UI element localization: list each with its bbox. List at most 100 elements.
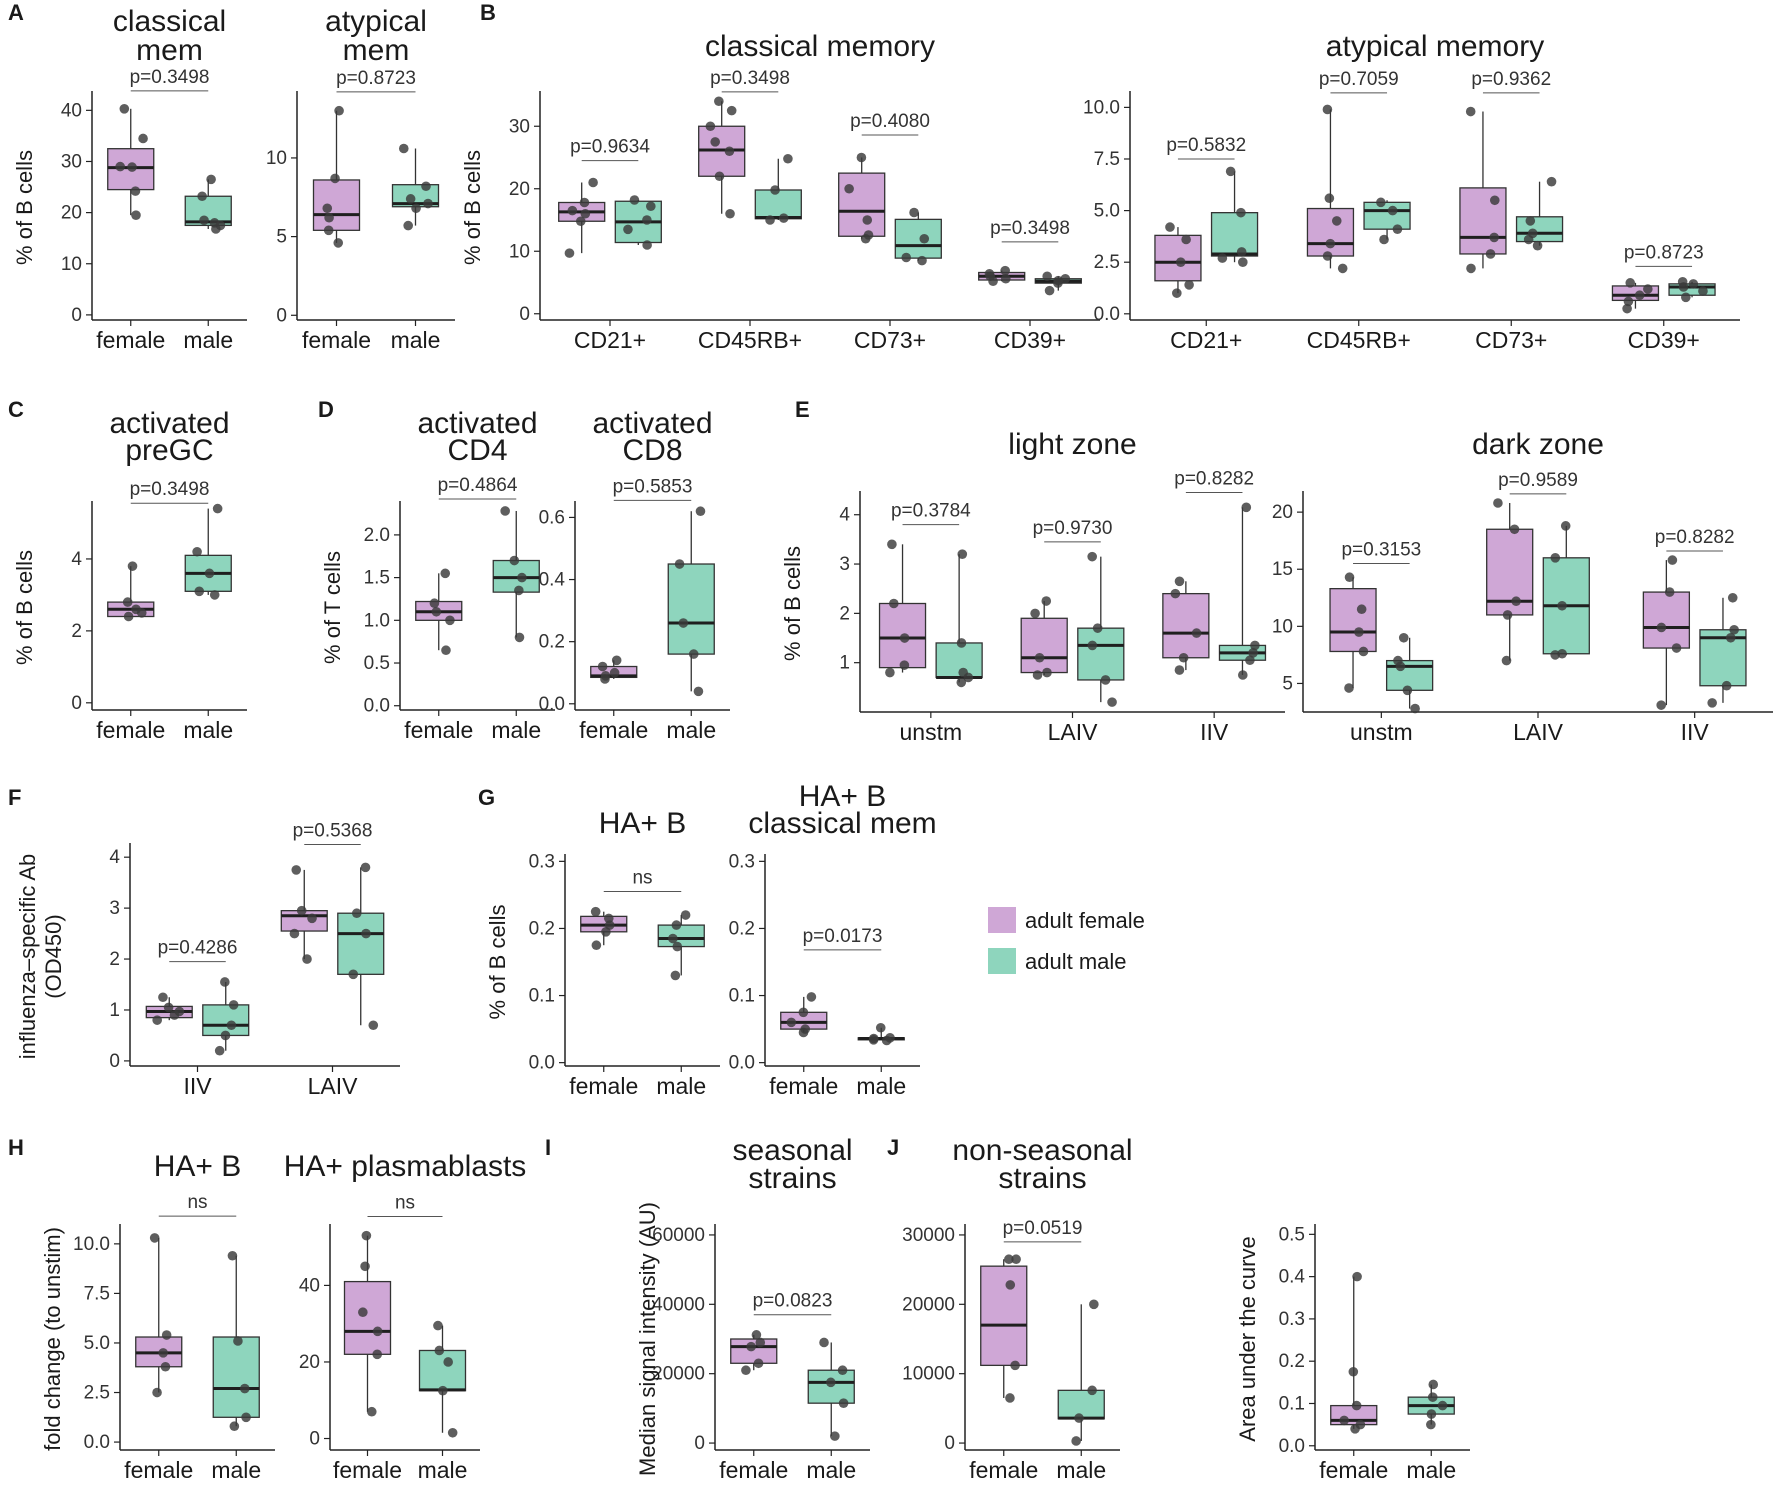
box-female [343,1230,392,1417]
y-tick-label: 20000 [652,1364,705,1385]
y-tick-label: 1.0 [364,610,390,631]
x-tick-label: CD21+ [1170,327,1242,353]
data-point [678,618,689,628]
data-point [786,1017,797,1028]
data-point [229,1421,240,1432]
y-tick-label: 3 [839,554,850,575]
box-male [492,506,540,643]
data-point [885,667,895,678]
data-point [368,1020,379,1031]
data-point [398,143,409,154]
data-point [724,146,735,157]
data-point [741,1365,751,1376]
data-point [1643,284,1653,294]
data-point [868,1033,879,1044]
data-point [291,865,302,875]
data-point [123,611,134,622]
data-point [1550,553,1561,563]
data-point [194,586,205,597]
data-point [1489,195,1500,206]
y-tick-label: 0.2 [529,918,555,939]
data-point [1355,1419,1366,1430]
data-point [361,928,371,939]
data-point [333,238,344,248]
box-rect [202,1004,250,1037]
x-tick-label: female [579,717,648,743]
data-point [1172,288,1182,298]
x-tick-label: female [96,327,165,353]
data-point [228,1000,239,1010]
data-point [1225,166,1236,177]
box-male [184,503,232,600]
data-point [163,1002,174,1013]
box-male [1542,521,1590,660]
x-tick-label: male [1406,1457,1456,1483]
data-point [1322,104,1333,115]
y-tick-label: 20 [509,179,530,200]
data-point [642,240,652,250]
data-point [806,992,817,1002]
panel-label-i: I [545,1135,551,1160]
panel-label-a: A [8,0,24,25]
y-tick-label: 0.4 [1279,1267,1306,1288]
y-tick-label: 60000 [652,1225,705,1246]
data-point [674,559,685,569]
box-rect [337,912,385,975]
data-point [580,208,591,219]
data-point [122,597,133,607]
box-male [754,153,802,225]
y-tick-label: 5 [276,227,287,248]
y-tick-label: 40 [61,100,82,121]
y-axis-label: % of B cells [485,905,510,1020]
data-point [579,197,590,208]
data-point [438,1385,448,1396]
data-point [1331,216,1342,226]
data-point [209,590,220,600]
y-tick-label: 0.2 [1279,1351,1305,1372]
data-point [1217,253,1228,263]
y-tick-label: 10.0 [1083,97,1120,118]
data-point [1466,263,1476,274]
box-female [878,539,927,678]
p-value-label: p=0.3498 [130,479,210,500]
data-point [671,920,682,930]
y-tick-label: 10 [1272,616,1293,637]
data-point [1042,667,1052,678]
data-point [956,638,967,648]
data-point [1493,498,1503,508]
legend-swatch-male [988,948,1016,974]
y-tick-label: 0 [71,693,82,714]
p-value-label: ns [395,1193,415,1214]
x-tick-label: female [1319,1457,1388,1483]
y-tick-label: 0.0 [1279,1436,1305,1457]
data-point [434,1345,445,1356]
data-point [1000,265,1010,276]
x-tick-label: CD73+ [1475,327,1547,353]
x-tick-label: unstm [1350,719,1413,745]
data-point [705,121,716,132]
data-point [440,568,451,579]
data-point [1005,1393,1015,1403]
box-male [1363,197,1411,245]
data-point [1489,232,1499,243]
y-tick-label: 0.4 [539,570,566,591]
y-tick-label: 3 [109,898,120,919]
y-tick-label: 10 [266,148,287,169]
panel-label-j: J [887,1135,899,1160]
data-point [751,1330,762,1340]
x-tick-label: female [404,717,473,743]
data-point [726,105,737,116]
p-value-label: p=0.8282 [1655,527,1735,548]
chart-h1: H HA+ B 0.0 2.5 5.0 7.5 10.0 female male fold cha… [8,1135,275,1483]
y-tick-label: 2.0 [364,525,390,546]
data-point [1004,1254,1014,1265]
p-value-label: ns [187,1192,207,1213]
data-point [1664,587,1675,597]
y-tick-label: 0 [519,304,530,325]
box-female [1329,572,1377,693]
y-axis-label: % of B cells [12,550,37,665]
data-point [875,1022,886,1033]
data-point [1557,648,1567,659]
